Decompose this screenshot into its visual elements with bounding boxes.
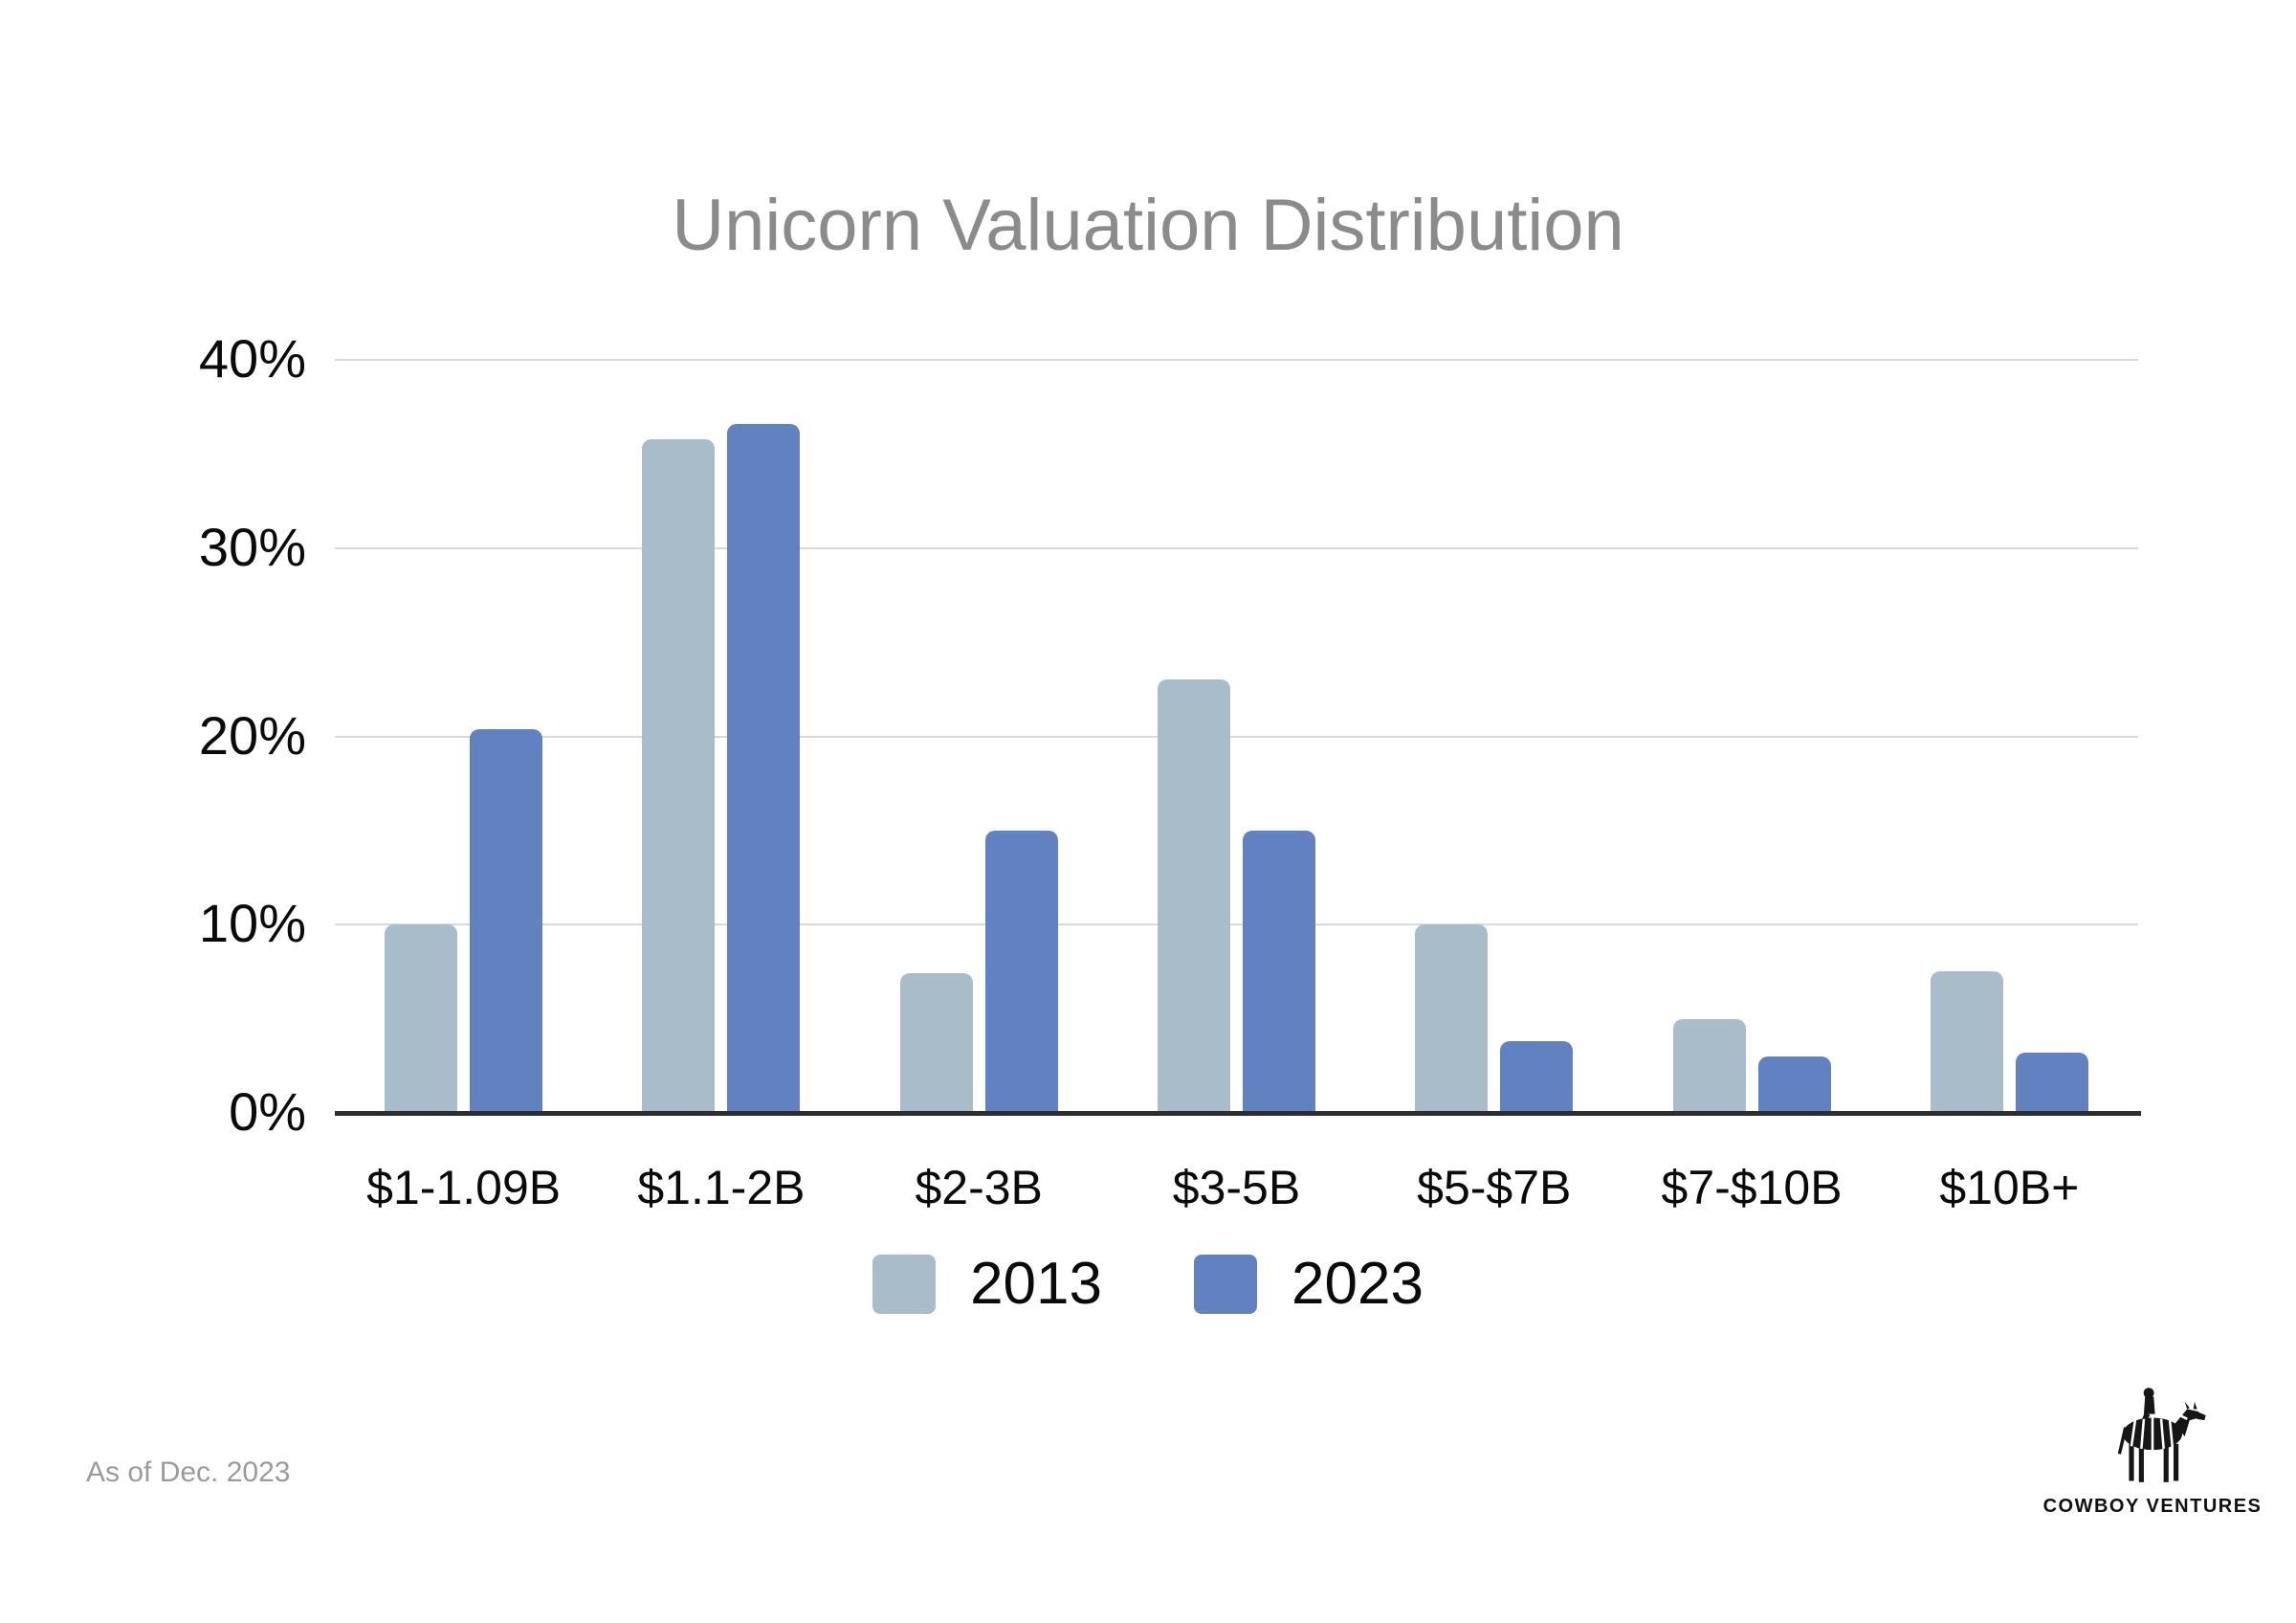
bar-2023-$2-3B <box>984 830 1058 1113</box>
legend-swatch-2023 <box>1194 1254 1257 1314</box>
bar-group-4 <box>1108 360 1365 1113</box>
legend-swatch-2013 <box>872 1254 937 1314</box>
x-tick-label-4: $3-5B <box>1172 1161 1301 1214</box>
x-tick-label-1: $1-1.09B <box>366 1161 562 1214</box>
bar-2013-$10B+ <box>1930 971 2003 1113</box>
legend-item-2023: 2023 <box>1194 1250 1424 1318</box>
bar-2023-$5-$7B <box>1500 1041 1574 1113</box>
bar-2013-$3-5B <box>1157 679 1230 1113</box>
bar-group-3 <box>850 360 1108 1113</box>
bar-group-7 <box>1881 360 2138 1113</box>
bar-2023-$1.1-2B <box>727 423 801 1113</box>
cowboy-ventures-logo: COWBOY VENTURES <box>2038 1382 2267 1518</box>
bar-2013-$2-3B <box>899 973 973 1113</box>
legend-item-2013: 2013 <box>872 1250 1102 1318</box>
y-tick-label-40: 40% <box>198 328 306 389</box>
bar-2013-$1.1-2B <box>642 438 716 1113</box>
bar-2023-$3-5B <box>1242 830 1315 1113</box>
gridline-20 <box>335 735 2138 738</box>
bar-group-5 <box>1365 360 1623 1113</box>
legend-label-2013: 2013 <box>970 1251 1102 1317</box>
bar-2023-$10B+ <box>2015 1053 2088 1113</box>
gridline-30 <box>335 546 2138 549</box>
bar-group-1 <box>335 360 592 1113</box>
y-tick-label-30: 30% <box>198 516 306 577</box>
bar-group-2 <box>592 360 850 1113</box>
y-tick-label-0: 0% <box>229 1081 306 1142</box>
gridline-40 <box>335 359 2138 361</box>
x-tick-label-6: $7-$10B <box>1661 1161 1843 1214</box>
bar-group-6 <box>1623 360 1880 1113</box>
y-tick-label-10: 10% <box>198 893 306 954</box>
bar-2023-$7-$10B <box>1757 1056 1831 1113</box>
cowboy-ventures-wordmark: COWBOY VENTURES <box>2042 1496 2263 1517</box>
x-tick-label-5: $5-$7B <box>1417 1161 1572 1214</box>
y-tick-label-20: 20% <box>198 704 306 766</box>
zebra-logo-icon <box>2117 1388 2206 1482</box>
bar-2013-$7-$10B <box>1672 1018 1746 1113</box>
bar-2023-$1-1.09B <box>470 728 543 1113</box>
x-axis-line <box>335 1111 2141 1116</box>
x-tick-label-7: $10B+ <box>1939 1161 2080 1214</box>
x-tick-label-2: $1.1-2B <box>637 1161 806 1214</box>
x-tick-label-3: $2-3B <box>915 1161 1043 1214</box>
bar-2013-$5-$7B <box>1415 924 1489 1113</box>
legend-label-2023: 2023 <box>1292 1251 1424 1317</box>
footnote: As of Dec. 2023 <box>86 1456 291 1488</box>
plot-area <box>335 359 2138 1113</box>
bar-2013-$1-1.09B <box>385 924 458 1113</box>
gridline-10 <box>335 923 2138 926</box>
legend: 2013 2023 <box>0 1250 2296 1318</box>
chart-title: Unicorn Valuation Distribution <box>672 185 1624 266</box>
